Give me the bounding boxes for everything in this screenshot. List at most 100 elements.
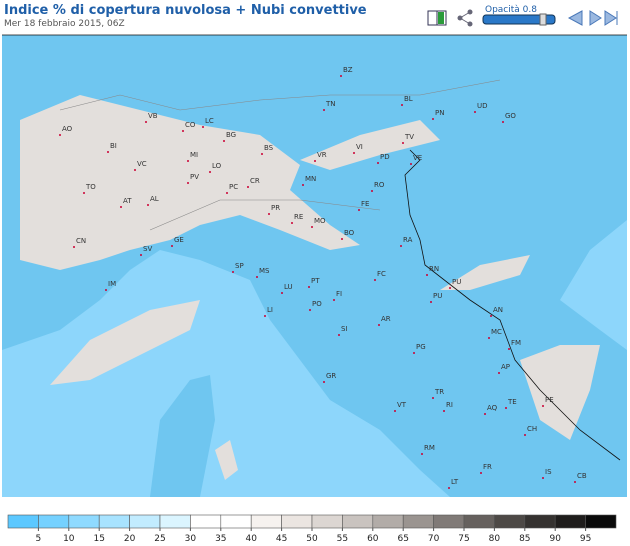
city-dot [140, 254, 142, 256]
city-dot [400, 245, 402, 247]
next-button[interactable] [589, 10, 602, 26]
color-box [98, 514, 130, 529]
last-button[interactable] [604, 10, 618, 26]
province-label: PC [229, 183, 238, 191]
province-label: AN [493, 306, 503, 314]
city-dot [209, 171, 211, 173]
city-dot [394, 410, 396, 412]
city-dot [202, 126, 204, 128]
city-dot [333, 299, 335, 301]
province-label: FR [483, 463, 492, 471]
city-dot [264, 315, 266, 317]
province-label: MI [190, 151, 198, 159]
province-label: FC [377, 270, 386, 278]
province-label: BS [264, 144, 274, 152]
prev-button[interactable] [567, 10, 583, 26]
slider-handle[interactable] [539, 13, 547, 26]
color-box [372, 514, 404, 529]
province-label: BO [344, 229, 355, 237]
color-box [190, 514, 222, 529]
color-box [585, 514, 617, 529]
color-box [7, 514, 39, 529]
province-label: AL [150, 195, 159, 203]
color-box [463, 514, 495, 529]
province-label: AT [123, 197, 132, 205]
city-dot [134, 169, 136, 171]
city-dot [268, 213, 270, 215]
province-label: PG [416, 343, 426, 351]
province-label: GO [505, 112, 516, 120]
borders [59, 79, 501, 231]
province-label: CH [527, 425, 537, 433]
province-label: BI [110, 142, 117, 150]
city-dot [480, 472, 482, 474]
province-label: IM [108, 280, 116, 288]
province-label: AP [501, 363, 510, 371]
tick-label: 75 [458, 534, 469, 544]
province-label: AQ [487, 404, 498, 412]
city-dot [223, 140, 225, 142]
province-label: UD [477, 102, 488, 110]
city-dot [59, 134, 61, 136]
province-label: FE [361, 200, 369, 208]
book-icon[interactable] [427, 10, 447, 26]
province-label: VB [148, 112, 158, 120]
city-dot [505, 407, 507, 409]
map [2, 34, 627, 497]
city-dot [358, 209, 360, 211]
color-box [524, 514, 556, 529]
tick-label: 65 [397, 534, 408, 544]
city-dot [524, 434, 526, 436]
city-dot [432, 118, 434, 120]
opacity-label: Opacità 0.8 [485, 5, 537, 15]
city-dot [448, 487, 450, 489]
province-label: PE [545, 396, 554, 404]
province-label: RE [294, 213, 303, 221]
city-dot [311, 226, 313, 228]
clear-area [520, 345, 600, 440]
color-box [250, 514, 282, 529]
province-label: MO [314, 217, 326, 225]
city-dot [413, 352, 415, 354]
province-label: BZ [343, 66, 353, 74]
province-label: RA [403, 236, 413, 244]
city-dot [574, 481, 576, 483]
city-dot [83, 192, 85, 194]
coastline [2, 34, 627, 461]
color-box [433, 514, 465, 529]
subtitle: Mer 18 febbraio 2015, 06Z [4, 19, 125, 29]
color-box [494, 514, 526, 529]
city-dot [105, 289, 107, 291]
city-dot [410, 163, 412, 165]
color-box [342, 514, 374, 529]
clear-area [20, 95, 360, 270]
province-label: VT [397, 401, 407, 409]
province-label: MS [259, 267, 270, 275]
color-box [402, 514, 434, 529]
city-dot [449, 287, 451, 289]
city-dot [432, 397, 434, 399]
tick-label: 5 [36, 534, 42, 544]
city-dot [426, 274, 428, 276]
title: Indice % di copertura nuvolosa + Nubi co… [4, 3, 367, 18]
city-dot [542, 477, 544, 479]
province-label: AR [381, 315, 391, 323]
city-dot [247, 186, 249, 188]
city-dot [171, 245, 173, 247]
clear-area [300, 120, 440, 170]
city-dot [107, 151, 109, 153]
city-dot [308, 286, 310, 288]
clear-area [440, 255, 530, 290]
province-label: IS [545, 468, 552, 476]
city-dot [488, 337, 490, 339]
city-dot [484, 413, 486, 415]
province-label: BG [226, 131, 236, 139]
province-label: CB [577, 472, 587, 480]
city-dot [502, 121, 504, 123]
share-icon[interactable] [457, 9, 473, 27]
tick-label: 60 [367, 534, 379, 544]
opacity-slider[interactable] [482, 14, 556, 25]
city-dot [291, 222, 293, 224]
tick-label: 25 [154, 534, 165, 544]
